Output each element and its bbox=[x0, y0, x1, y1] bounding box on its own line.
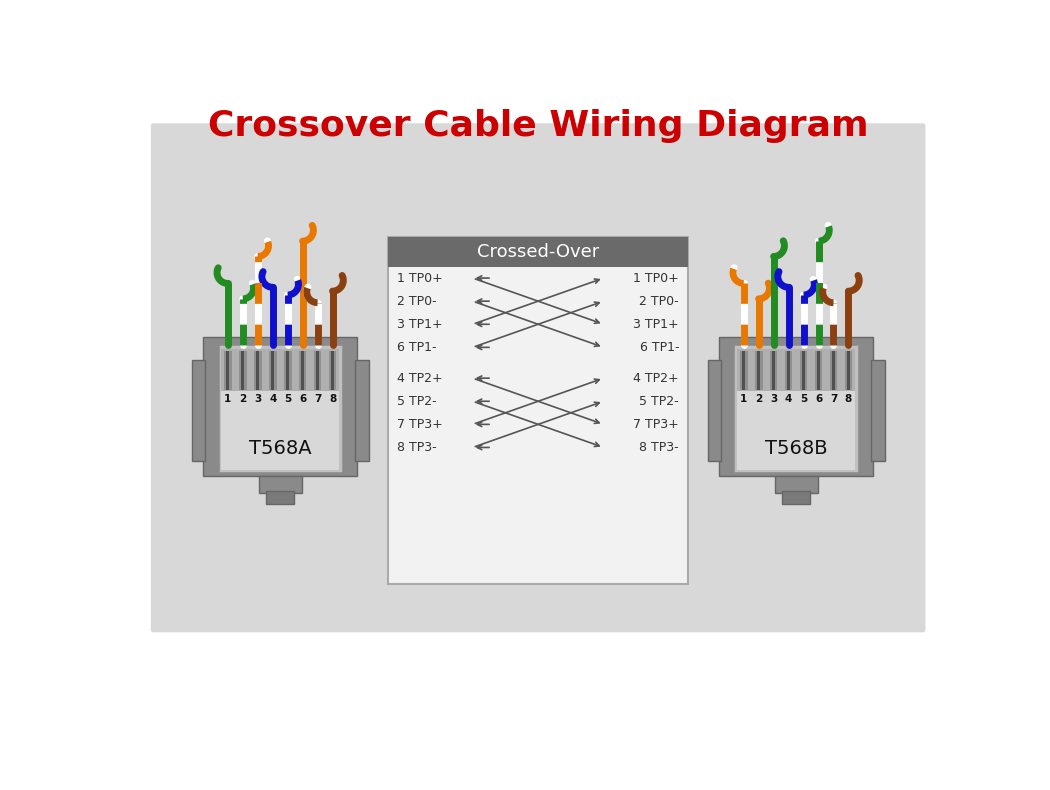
Bar bbox=[708, 360, 721, 461]
Text: 2: 2 bbox=[755, 393, 762, 404]
Bar bbox=[314, 352, 321, 389]
Text: 5: 5 bbox=[285, 393, 291, 404]
Bar bbox=[772, 352, 775, 389]
Bar bbox=[802, 352, 805, 389]
Bar bbox=[329, 352, 336, 389]
FancyBboxPatch shape bbox=[151, 123, 925, 632]
Bar bbox=[737, 389, 856, 470]
Bar bbox=[782, 491, 810, 504]
Bar bbox=[301, 352, 304, 389]
Text: T568B: T568B bbox=[764, 439, 827, 458]
Bar bbox=[784, 352, 793, 389]
Bar bbox=[388, 237, 689, 584]
Bar bbox=[224, 352, 232, 389]
Text: 7 TP3+: 7 TP3+ bbox=[397, 418, 443, 431]
Text: Crossover Cable Wiring Diagram: Crossover Cable Wiring Diagram bbox=[208, 108, 868, 143]
Bar bbox=[737, 349, 856, 391]
Text: 2 TP0-: 2 TP0- bbox=[639, 295, 679, 307]
Text: 5: 5 bbox=[800, 393, 807, 404]
Bar bbox=[355, 360, 369, 461]
Text: 1: 1 bbox=[225, 393, 231, 404]
Text: 6: 6 bbox=[299, 393, 307, 404]
Bar bbox=[735, 345, 858, 472]
Bar bbox=[832, 352, 835, 389]
Text: 3 TP1+: 3 TP1+ bbox=[397, 318, 443, 331]
Bar bbox=[227, 352, 229, 389]
Text: 1 TP0+: 1 TP0+ bbox=[633, 272, 679, 284]
Text: 7 TP3+: 7 TP3+ bbox=[633, 418, 679, 431]
Bar bbox=[331, 352, 334, 389]
Bar bbox=[284, 352, 292, 389]
Text: 3: 3 bbox=[770, 393, 777, 404]
Bar bbox=[286, 352, 289, 389]
Text: 8 TP3-: 8 TP3- bbox=[397, 441, 437, 454]
Bar bbox=[770, 352, 777, 389]
Bar bbox=[830, 352, 837, 389]
Bar bbox=[815, 352, 822, 389]
Text: 7: 7 bbox=[314, 393, 321, 404]
Bar bbox=[204, 337, 357, 476]
Text: 4 TP2+: 4 TP2+ bbox=[633, 371, 679, 385]
Text: 4: 4 bbox=[269, 393, 276, 404]
Bar bbox=[817, 352, 820, 389]
Text: 2 TP0-: 2 TP0- bbox=[397, 295, 437, 307]
Text: 1: 1 bbox=[740, 393, 748, 404]
Text: 4 TP2+: 4 TP2+ bbox=[397, 371, 443, 385]
Bar bbox=[218, 345, 341, 472]
Bar bbox=[844, 352, 853, 389]
Text: 3: 3 bbox=[254, 393, 261, 404]
Bar bbox=[191, 360, 206, 461]
Text: 8: 8 bbox=[845, 393, 852, 404]
Bar bbox=[742, 352, 745, 389]
Bar bbox=[757, 352, 760, 389]
Text: T568A: T568A bbox=[249, 439, 312, 458]
Text: 5 TP2-: 5 TP2- bbox=[639, 395, 679, 408]
Bar bbox=[239, 352, 247, 389]
Text: 4: 4 bbox=[785, 393, 793, 404]
Bar bbox=[299, 352, 307, 389]
Text: 1 TP0+: 1 TP0+ bbox=[397, 272, 443, 284]
Bar bbox=[269, 352, 276, 389]
Bar bbox=[220, 389, 339, 470]
Bar bbox=[220, 349, 339, 391]
Bar bbox=[788, 352, 791, 389]
Bar bbox=[740, 352, 748, 389]
Bar bbox=[388, 237, 689, 266]
Bar bbox=[242, 352, 245, 389]
Bar bbox=[254, 352, 261, 389]
Text: 7: 7 bbox=[830, 393, 837, 404]
Bar bbox=[755, 352, 762, 389]
Text: Crossed-Over: Crossed-Over bbox=[477, 243, 600, 261]
Bar bbox=[256, 352, 259, 389]
Text: 6 TP1-: 6 TP1- bbox=[639, 340, 679, 354]
Text: 2: 2 bbox=[239, 393, 247, 404]
Text: 3 TP1+: 3 TP1+ bbox=[633, 318, 679, 331]
Bar bbox=[316, 352, 319, 389]
Bar bbox=[870, 360, 884, 461]
Bar bbox=[267, 491, 294, 504]
Text: 5 TP2-: 5 TP2- bbox=[397, 395, 437, 408]
Bar bbox=[258, 476, 301, 493]
Bar bbox=[775, 476, 818, 493]
Bar bbox=[800, 352, 807, 389]
Text: 8 TP3-: 8 TP3- bbox=[639, 441, 679, 454]
Text: 6: 6 bbox=[815, 393, 822, 404]
Bar bbox=[847, 352, 850, 389]
Bar bbox=[271, 352, 274, 389]
Text: 8: 8 bbox=[329, 393, 336, 404]
Text: 6 TP1-: 6 TP1- bbox=[397, 340, 437, 354]
Bar bbox=[719, 337, 874, 476]
